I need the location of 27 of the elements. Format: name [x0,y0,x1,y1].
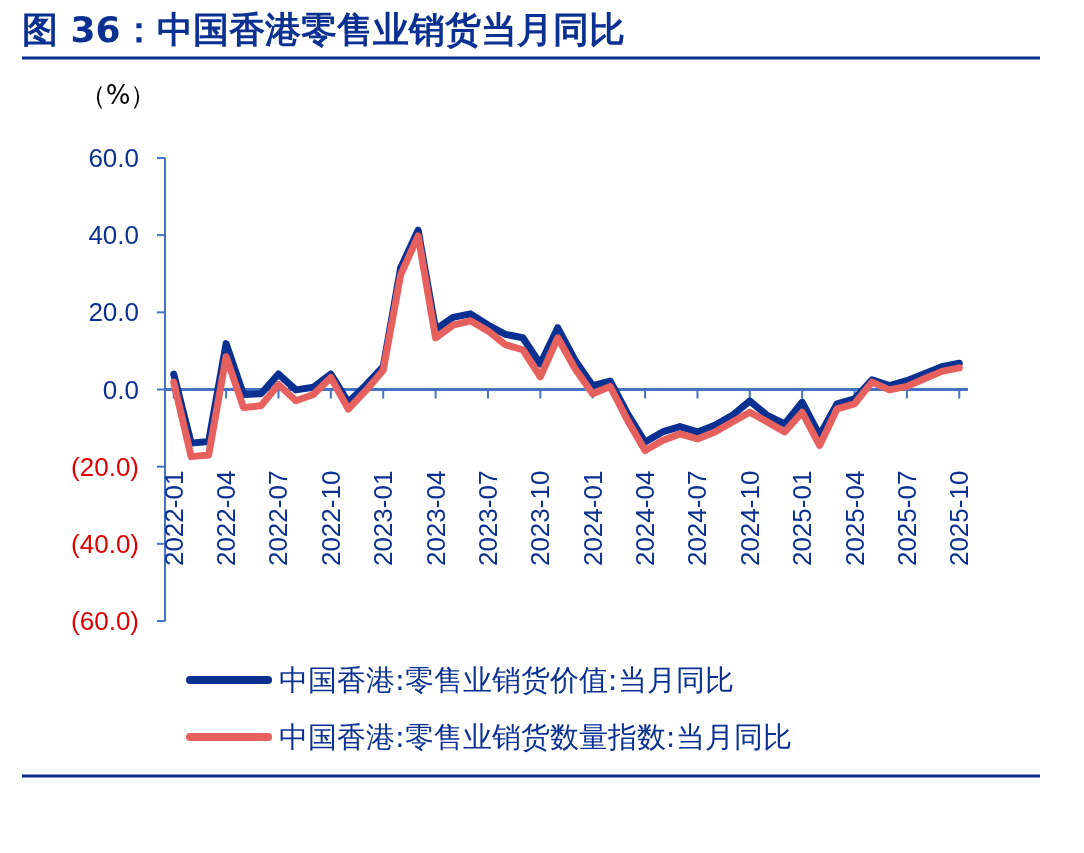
y-tick-label: 60.0 [88,143,139,173]
x-tick-label: 2025-10 [944,470,975,567]
x-tick-label: 2025-01 [787,470,818,567]
chart-title: 图 36：中国香港零售业销货当月同比 [22,9,625,50]
legend-label: 中国香港:零售业销货价值:当月同比 [279,663,734,697]
y-axis-title: （%） [79,80,157,110]
x-tick-label: 2025-07 [891,470,922,567]
x-tick-label: 2025-04 [839,470,870,567]
x-tick-label: 2022-07 [263,470,294,567]
x-tick-label: 2023-10 [525,470,556,567]
x-tick-label: 2023-04 [420,470,451,567]
y-tick-label: 0.0 [102,374,139,405]
x-tick-label: 2023-07 [472,470,503,567]
x-tick-label: 2024-10 [734,470,765,567]
x-tick-label: 2022-04 [211,470,242,567]
x-tick-label: 2024-07 [682,470,713,567]
x-tick-label: 2023-01 [368,470,399,567]
x-tick-label: 2024-04 [630,470,661,567]
y-tick-label: 40.0 [88,220,139,251]
x-tick-label: 2024-01 [577,470,608,567]
y-tick-label: 20.0 [88,297,139,328]
x-tick-label: 2022-01 [158,470,189,567]
y-tick-label: (20.0) [71,451,139,482]
y-tick-label: (40.0) [71,528,139,559]
y-tick-label: (60.0) [71,606,139,636]
x-tick-label: 2022-10 [315,470,346,567]
legend-label: 中国香港:零售业销货数量指数:当月同比 [279,720,792,754]
